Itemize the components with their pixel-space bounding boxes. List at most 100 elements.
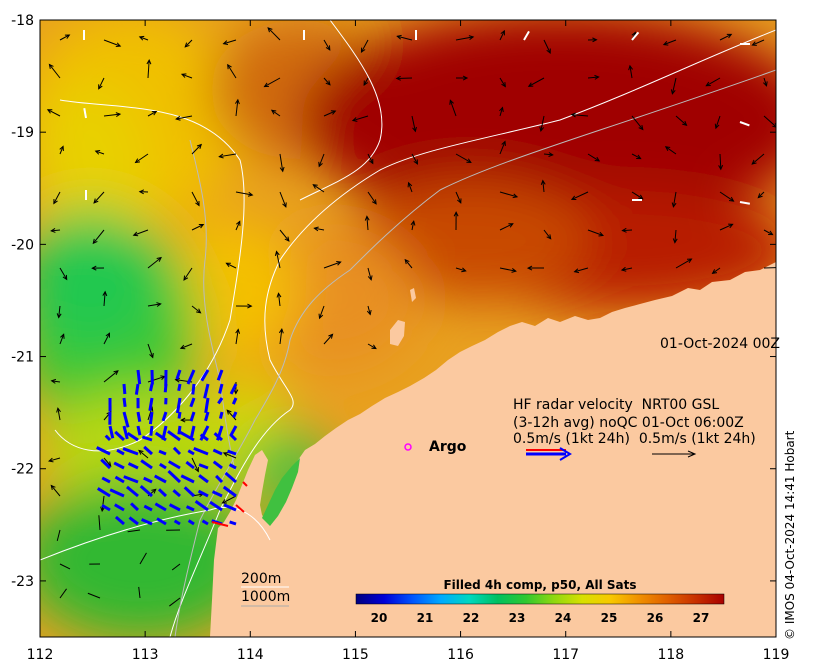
current-arrow [719,191,734,202]
current-arrow [499,223,514,231]
radar-vector [197,489,209,498]
current-arrow [314,227,325,231]
current-arrow [57,408,61,421]
current-arrowhead [175,115,181,121]
radar-vector [216,369,224,381]
current-arrow [763,77,767,86]
current-arrowhead [222,452,229,457]
colorbar-tick-label: 27 [693,611,710,625]
current-arrowhead [620,266,627,272]
current-arrowhead [728,223,734,229]
radar-vector [177,425,182,435]
current-arrow [47,109,61,117]
current-arrowhead [598,231,605,237]
argo-marker[interactable] [404,443,412,451]
current-arrow [95,150,105,155]
current-arrowhead [336,260,342,266]
x-tick-label: 116 [447,647,474,663]
current-arrowhead [501,82,506,88]
current-arrow [226,409,237,421]
radar-vector [113,461,125,470]
y-tick-label: -23 [11,574,34,590]
current-arrowhead [468,35,475,40]
radar-vector [218,383,224,394]
current-arrow [223,39,237,45]
current-arrow [757,191,765,198]
current-arrow [367,191,377,205]
radar-vector [167,430,181,442]
colorbar-tick-label: 20 [371,611,388,625]
radar-vector [139,484,153,498]
current-arrowhead [312,184,318,189]
radar-vector [185,505,195,512]
current-arrow [587,76,599,79]
gulf-inlet [262,458,300,526]
current-arrowhead [53,199,58,205]
current-arrowhead [466,158,472,163]
current-arrowhead [664,146,671,151]
current-arrowhead [98,84,103,90]
current-arrow [49,64,61,79]
current-arrowhead [457,198,462,204]
current-arrowhead [412,126,417,133]
current-arrowhead [461,267,467,273]
current-arrow [98,515,101,531]
current-arrow [103,291,106,307]
radar-vector [96,446,111,456]
radar-vector [128,516,139,526]
radar-vector [122,447,139,456]
current-arrow [51,380,61,383]
current-arrowhead [757,193,763,199]
current-arrowhead [198,223,205,229]
y-tick-label: -22 [11,462,34,478]
x-tick-label: 117 [552,647,579,663]
current-arrowhead [313,226,319,232]
current-arrowhead [367,275,373,281]
current-arrowhead [325,45,331,51]
current-arrow [87,592,101,599]
current-arrow [363,77,369,86]
radar-vector [198,474,209,484]
colorbar-title: Filled 4h comp, p50, All Sats [443,578,636,592]
current-arrowhead [233,389,239,395]
current-arrow [183,267,193,281]
current-arrowhead [183,275,189,281]
current-arrow [499,267,516,272]
current-arrow [366,216,369,231]
current-arrowhead [146,58,152,65]
y-tick-label: -21 [11,350,34,366]
radar-vector [213,432,224,442]
current-arrow [171,563,181,571]
radar-vector [224,471,237,484]
radar-vector [218,411,224,419]
contour-west [54,99,245,452]
current-arrow [411,115,416,132]
radar-vector [168,503,181,512]
radar-vector [194,500,209,512]
current-arrow [103,457,112,467]
current-arrowhead [368,158,374,165]
x-axis: 112 113 114 115 116 117 118 119 [27,20,789,663]
altimetry-arrow [739,121,750,127]
current-arrow [138,450,149,459]
radar-vector [104,434,112,442]
contour-south [40,506,271,561]
current-arrowhead [366,309,372,316]
current-arrowhead [138,35,145,41]
radar-vector [232,411,238,419]
radar-vector [177,411,182,419]
current-arrowhead [672,238,678,244]
radar-vector [156,517,167,526]
current-arrowhead [105,332,110,338]
current-arrow [631,191,643,200]
current-arrowhead [270,109,277,115]
radar-vector [167,469,182,484]
radar-vector [122,411,130,428]
colorbar-tick-label: 26 [647,611,664,625]
radar-vector [200,369,210,382]
current-arrowhead [180,417,186,423]
radar-vector [149,425,154,436]
radar-vector [186,369,196,385]
current-arrow [180,343,193,349]
current-arrow [58,305,61,318]
